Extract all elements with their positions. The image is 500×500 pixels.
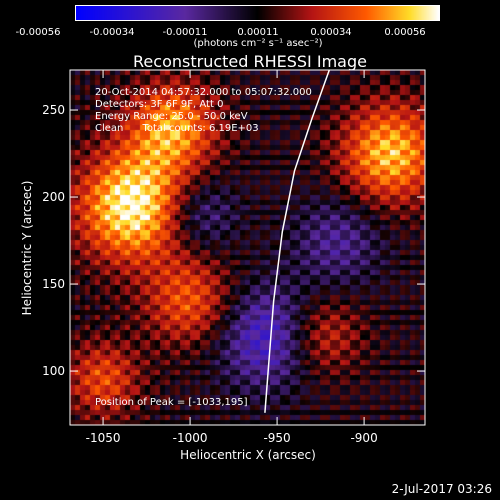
- colorbar-tick: 0.00056: [384, 27, 426, 38]
- y-axis-label: Heliocentric Y (arcsec): [20, 180, 34, 316]
- x-tick-label: -950: [263, 431, 290, 445]
- x-axis-label: Heliocentric X (arcsec): [180, 448, 316, 462]
- colorbar: [75, 5, 440, 21]
- x-tick-label: -1000: [173, 431, 208, 445]
- y-tick-label: 100: [42, 364, 65, 378]
- chart-title: Reconstructed RHESSI Image: [133, 52, 367, 71]
- colorbar-tick: -0.00034: [89, 27, 135, 38]
- colorbar-unit-label: (photons cm⁻² s⁻¹ asec⁻²): [193, 38, 323, 49]
- annotation-detectors: Detectors: 3F 6F 9F, Att 0: [95, 99, 224, 110]
- x-tick-label: -1050: [86, 431, 121, 445]
- y-tick-label: 250: [42, 103, 65, 117]
- colorbar-tick: 0.00034: [310, 27, 352, 38]
- colorbar-tick: -0.00011: [162, 27, 208, 38]
- colorbar-tick: -0.00056: [15, 27, 61, 38]
- y-tick-label: 200: [42, 190, 65, 204]
- annotation-peak-position: Position of Peak = [-1033,195]: [95, 397, 248, 408]
- x-tick-label: -900: [350, 431, 377, 445]
- annotation-time-range: 20-Oct-2014 04:57:32.000 to 05:07:32.000: [95, 87, 312, 98]
- y-tick-label: 150: [42, 277, 65, 291]
- colorbar-tick: 0.00011: [237, 27, 279, 38]
- annotation-clean-counts: Clean Total counts: 6.19E+03: [95, 123, 259, 134]
- annotation-energy-range: Energy Range: 25.0 - 50.0 keV: [95, 111, 248, 122]
- timestamp: 2-Jul-2017 03:26: [391, 482, 492, 496]
